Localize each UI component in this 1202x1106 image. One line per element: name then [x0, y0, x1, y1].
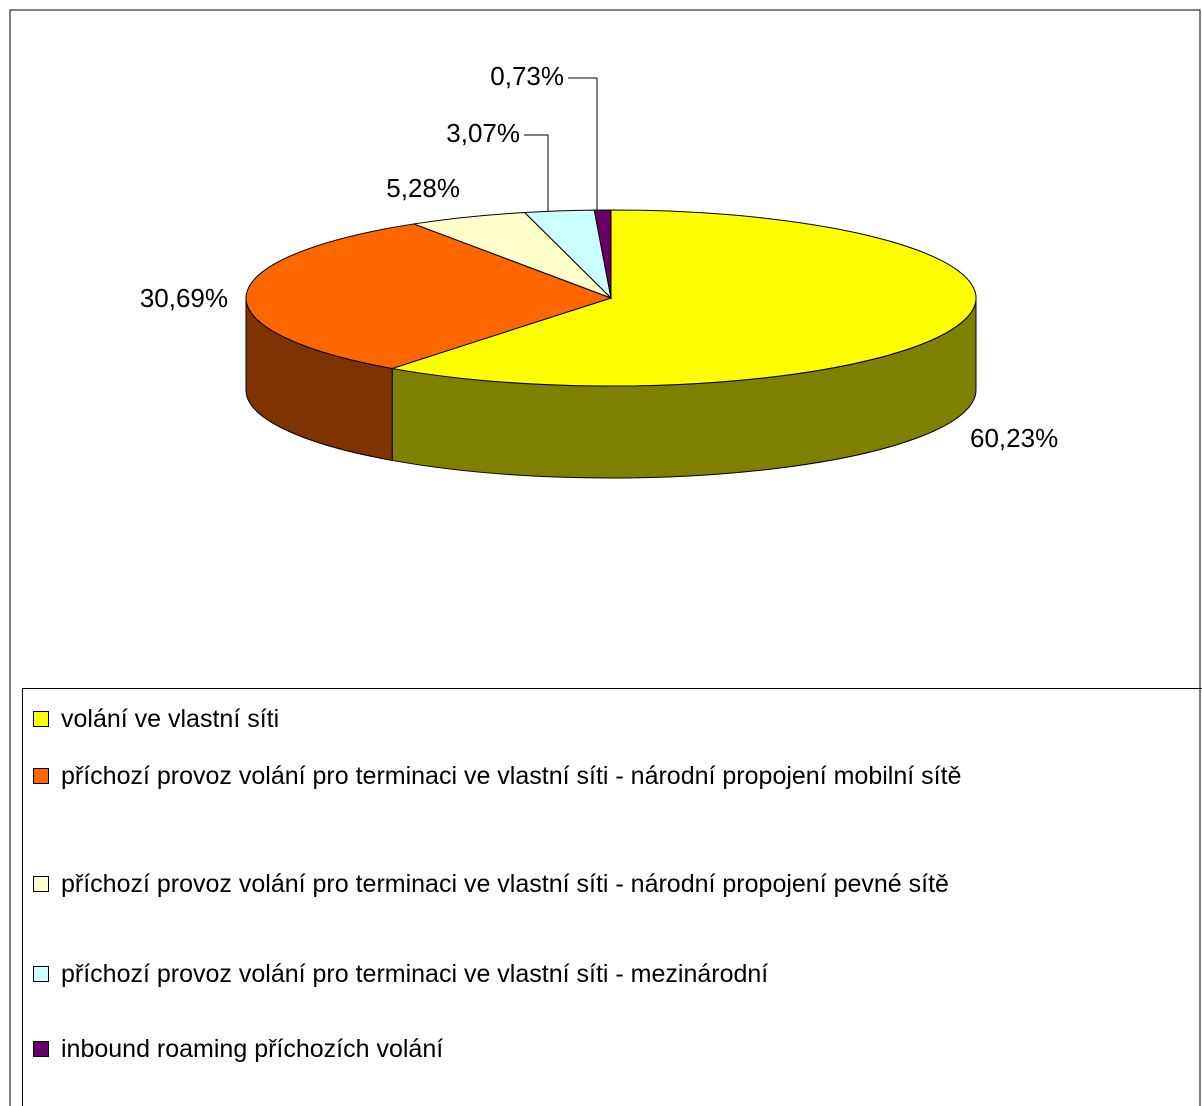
slice [392, 209, 977, 387]
data-label: 60,23% [970, 423, 1058, 453]
legend-item: příchozí provoz volání pro terminaci ve … [33, 761, 1183, 791]
data-label: 30,69% [140, 283, 228, 313]
legend-item: příchozí provoz volání pro terminaci ve … [33, 959, 1183, 989]
legend-label: inbound roaming příchozích volání [61, 1035, 444, 1063]
legend: volání ve vlastní síti příchozí provoz vo… [22, 688, 1202, 1106]
legend-swatch [33, 966, 49, 982]
legend-item: inbound roaming příchozích volání [33, 1034, 1183, 1064]
chart-border [9, 9, 1201, 1106]
slice [245, 223, 613, 369]
legend-swatch [33, 768, 49, 784]
data-label: 3,07% [446, 118, 520, 148]
legend-label: příchozí provoz volání pro terminaci ve … [61, 870, 949, 898]
legend-item: volání ve vlastní síti [33, 704, 1183, 734]
legend-item: příchozí provoz volání pro terminaci ve … [33, 869, 1183, 899]
legend-swatch [33, 1041, 49, 1057]
data-label: 5,28% [386, 173, 460, 203]
legend-swatch [33, 876, 49, 892]
legend-label: příchozí provoz volání pro terminaci ve … [61, 762, 962, 790]
legend-label: příchozí provoz volání pro terminaci ve … [61, 960, 769, 988]
slice [593, 209, 612, 299]
legend-label: volání ve vlastní síti [61, 705, 280, 733]
legend-swatch [33, 711, 49, 727]
data-label: 0,73% [490, 61, 564, 91]
leader-line [568, 77, 598, 211]
leader-line [524, 134, 549, 211]
